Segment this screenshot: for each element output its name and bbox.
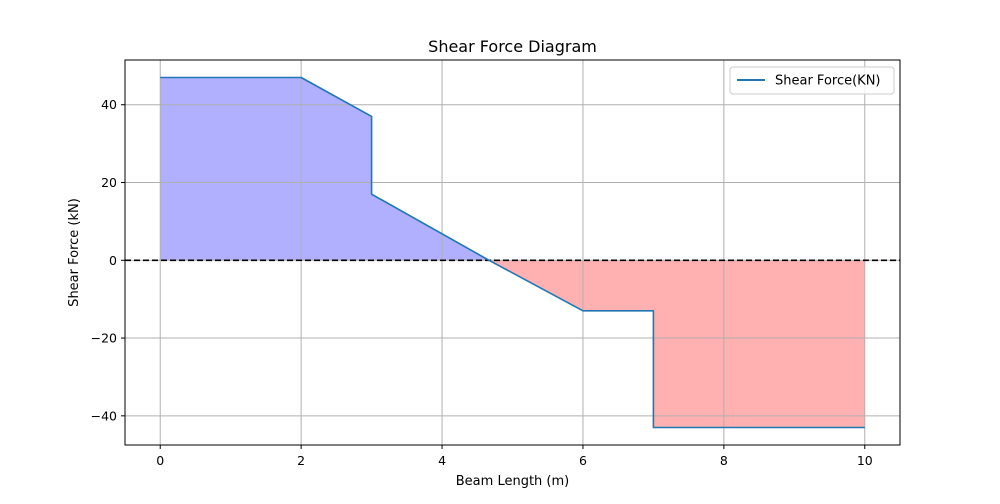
x-tick-label: 4 — [438, 453, 446, 468]
chart-title: Shear Force Diagram — [428, 37, 597, 56]
x-tick-label: 2 — [297, 453, 305, 468]
y-axis-label: Shear Force (kN) — [67, 198, 82, 307]
negative-shear-area — [489, 260, 865, 428]
y-tick-label: 40 — [101, 97, 117, 112]
ticks-layer: 0 2 4 6 8 10 −40 −20 0 20 40 — [91, 97, 873, 468]
x-tick-label: 0 — [156, 453, 164, 468]
y-tick-label: −40 — [91, 408, 117, 423]
legend: Shear Force(KN) — [729, 66, 895, 95]
x-tick-label: 8 — [720, 453, 728, 468]
y-tick-label: 0 — [109, 253, 117, 268]
x-tick-label: 6 — [579, 453, 587, 468]
shear-force-line — [160, 76, 865, 429]
legend-box — [729, 66, 895, 95]
fill-layer — [160, 77, 865, 428]
y-tick-label: −20 — [91, 331, 117, 346]
x-tick-label: 10 — [857, 453, 873, 468]
y-tick-label: 20 — [101, 175, 117, 190]
legend-label: Shear Force(KN) — [775, 74, 881, 89]
x-axis-label: Beam Length (m) — [456, 474, 569, 489]
plot-frame — [124, 59, 901, 446]
series-layer — [160, 76, 865, 429]
